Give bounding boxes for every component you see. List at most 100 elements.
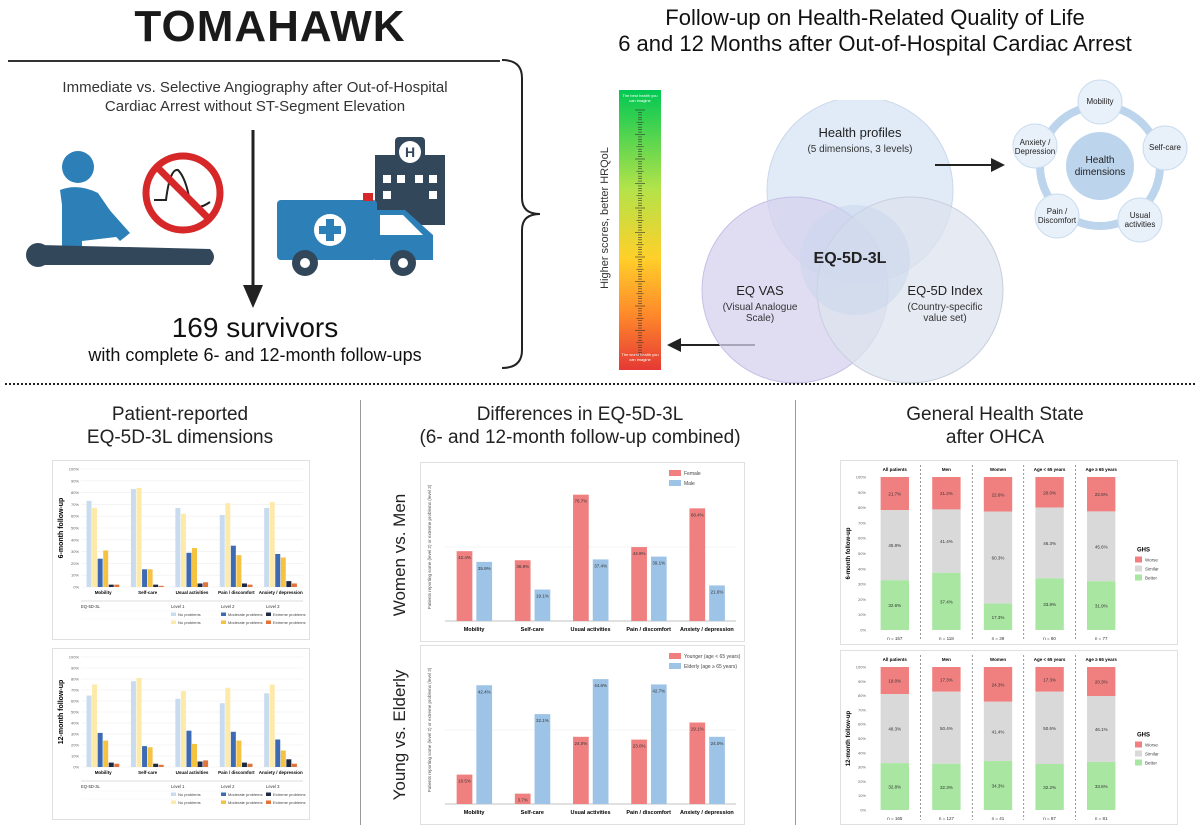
dimension-bar xyxy=(236,740,242,767)
right-title-line2: after OHCA xyxy=(945,427,1045,448)
bar-value-label: 44.6% xyxy=(594,683,607,688)
dimension-bar xyxy=(103,550,109,587)
dimension-bar xyxy=(192,548,197,587)
column-divider-2 xyxy=(795,400,796,825)
right-panel-12month: 12-month follow-up 0% 10% 20% 30% 40% 50% 60% 70… xyxy=(840,650,1178,825)
legend-swatch xyxy=(221,620,226,624)
segment-label: 33.6% xyxy=(1095,784,1108,789)
y-tick-label: 10% xyxy=(858,612,866,617)
ghs-segment xyxy=(932,667,961,692)
y-tick-label: 80% xyxy=(71,490,79,495)
category-label: Mobility xyxy=(464,810,486,816)
mid-row-label-young-elderly: Young vs. Elderly xyxy=(390,669,409,801)
ghs-segment xyxy=(880,510,909,581)
comparison-bar xyxy=(476,561,493,621)
y-tick-label: 50% xyxy=(71,526,79,531)
y-axis-label: Patients reporting some (level 2) or ext… xyxy=(427,484,432,609)
dimension-bar xyxy=(230,731,236,767)
dim-anxiety-line2: Depression xyxy=(1014,147,1056,156)
young-vs-elderly-chart: Patients reporting some (level 2) or ext… xyxy=(427,653,741,816)
eq5d-venn-diagram xyxy=(701,100,1004,384)
y-tick-label: 60% xyxy=(858,722,866,727)
legend-label: No problems xyxy=(178,800,201,805)
segment-label: 50.6% xyxy=(1043,726,1056,731)
dimension-bar xyxy=(142,746,148,767)
ghs-segment xyxy=(1035,667,1064,692)
comparison-bar xyxy=(456,551,473,621)
category-label: Usual activities xyxy=(570,627,610,633)
bar-value-label: 3.7% xyxy=(518,798,528,803)
category-label: Self-care xyxy=(521,627,544,633)
ghs-segment xyxy=(1087,511,1116,582)
survivors-count: 169 survivors xyxy=(171,312,339,343)
dimension-bar xyxy=(230,545,236,587)
dimensions-chart-6month: 6-month follow-up 0% 10% 20% 30% 40% 50% 60% 70%… xyxy=(58,467,305,626)
dimension-bar xyxy=(114,763,120,767)
dimension-bar xyxy=(180,513,186,587)
y-tick-label: 60% xyxy=(71,514,79,519)
legend-swatch xyxy=(1135,759,1142,766)
y-tick-label: 70% xyxy=(71,502,79,507)
dimension-bar xyxy=(175,507,181,587)
category-label: Self-care xyxy=(521,810,544,816)
segment-label: 33.8% xyxy=(1043,602,1056,607)
dimension-bar xyxy=(97,732,103,767)
ghs-segment xyxy=(880,477,909,511)
y-tick-label: 40% xyxy=(858,566,866,571)
summary-brace xyxy=(501,59,541,369)
category-label: Mobility xyxy=(95,770,112,775)
segment-label: 48.3% xyxy=(888,727,901,732)
y-tick-label: 10% xyxy=(71,754,79,759)
legend-swatch xyxy=(1135,565,1142,572)
segment-label: 17.3% xyxy=(992,615,1005,620)
venn-right-sub: (Country-specific value set) xyxy=(895,302,995,324)
y-tick-label: 80% xyxy=(858,505,866,510)
ghs-segment xyxy=(983,477,1013,512)
legend-header: Level 1 xyxy=(171,604,185,609)
mid-title-line2: (6- and 12-month follow-up combined) xyxy=(419,427,741,448)
dimension-bar xyxy=(269,502,275,587)
ghs-segment xyxy=(880,694,909,764)
dimension-bar xyxy=(136,487,142,587)
legend-swatch xyxy=(221,612,226,616)
y-tick-label: 20% xyxy=(71,743,79,748)
legend-label: Worse xyxy=(1145,558,1158,563)
segment-label: 46.1% xyxy=(1095,727,1108,732)
dimension-bar xyxy=(225,687,231,767)
comparison-bar xyxy=(709,585,725,621)
legend-label: Male xyxy=(684,481,695,487)
legend-header: Level 1 xyxy=(171,784,185,789)
venn-left-sub1: (Visual Analogue xyxy=(722,302,798,313)
title-divider xyxy=(8,60,500,62)
bar-value-label: 68.4% xyxy=(691,512,704,517)
ghs-segment xyxy=(932,691,961,764)
dimension-bar xyxy=(225,503,231,587)
bar-value-label: 44.9% xyxy=(633,551,646,556)
bar-value-label: 42.4% xyxy=(478,689,491,694)
legend-title: GHS xyxy=(1137,733,1150,739)
dimension-bar xyxy=(142,569,148,587)
legend-label: Younger (age < 65 years) xyxy=(684,654,741,660)
category-label: Anxiety / depression xyxy=(259,590,303,595)
legend-label: Better xyxy=(1145,761,1158,766)
segment-label: 24.3% xyxy=(992,682,1005,687)
dim-selfcare: Self-care xyxy=(1135,143,1195,152)
venn-left-sub2: Scale) xyxy=(745,313,775,324)
no-st-elevation-icon xyxy=(142,152,224,234)
ghs-segment xyxy=(880,667,909,695)
dimension-bar xyxy=(291,583,297,587)
segment-label: 21.2% xyxy=(940,491,953,496)
venn-right-sub1: (Country-specific xyxy=(907,302,983,313)
legend-swatch xyxy=(669,663,681,669)
venn-right-title: EQ-5D Index xyxy=(907,283,983,298)
legend-swatch xyxy=(669,480,681,486)
legend-label: No problems xyxy=(178,612,201,617)
ghs-segment xyxy=(932,477,961,510)
legend-header: EQ-5D-3L xyxy=(81,604,101,609)
ghs-segment xyxy=(880,763,909,810)
comparison-bar xyxy=(573,494,589,621)
y-tick-label: 60% xyxy=(71,699,79,704)
legend-label: Moderate problems xyxy=(228,800,262,805)
dimension-bar xyxy=(286,759,292,767)
dim-center-label: Health dimensions xyxy=(1060,155,1140,179)
